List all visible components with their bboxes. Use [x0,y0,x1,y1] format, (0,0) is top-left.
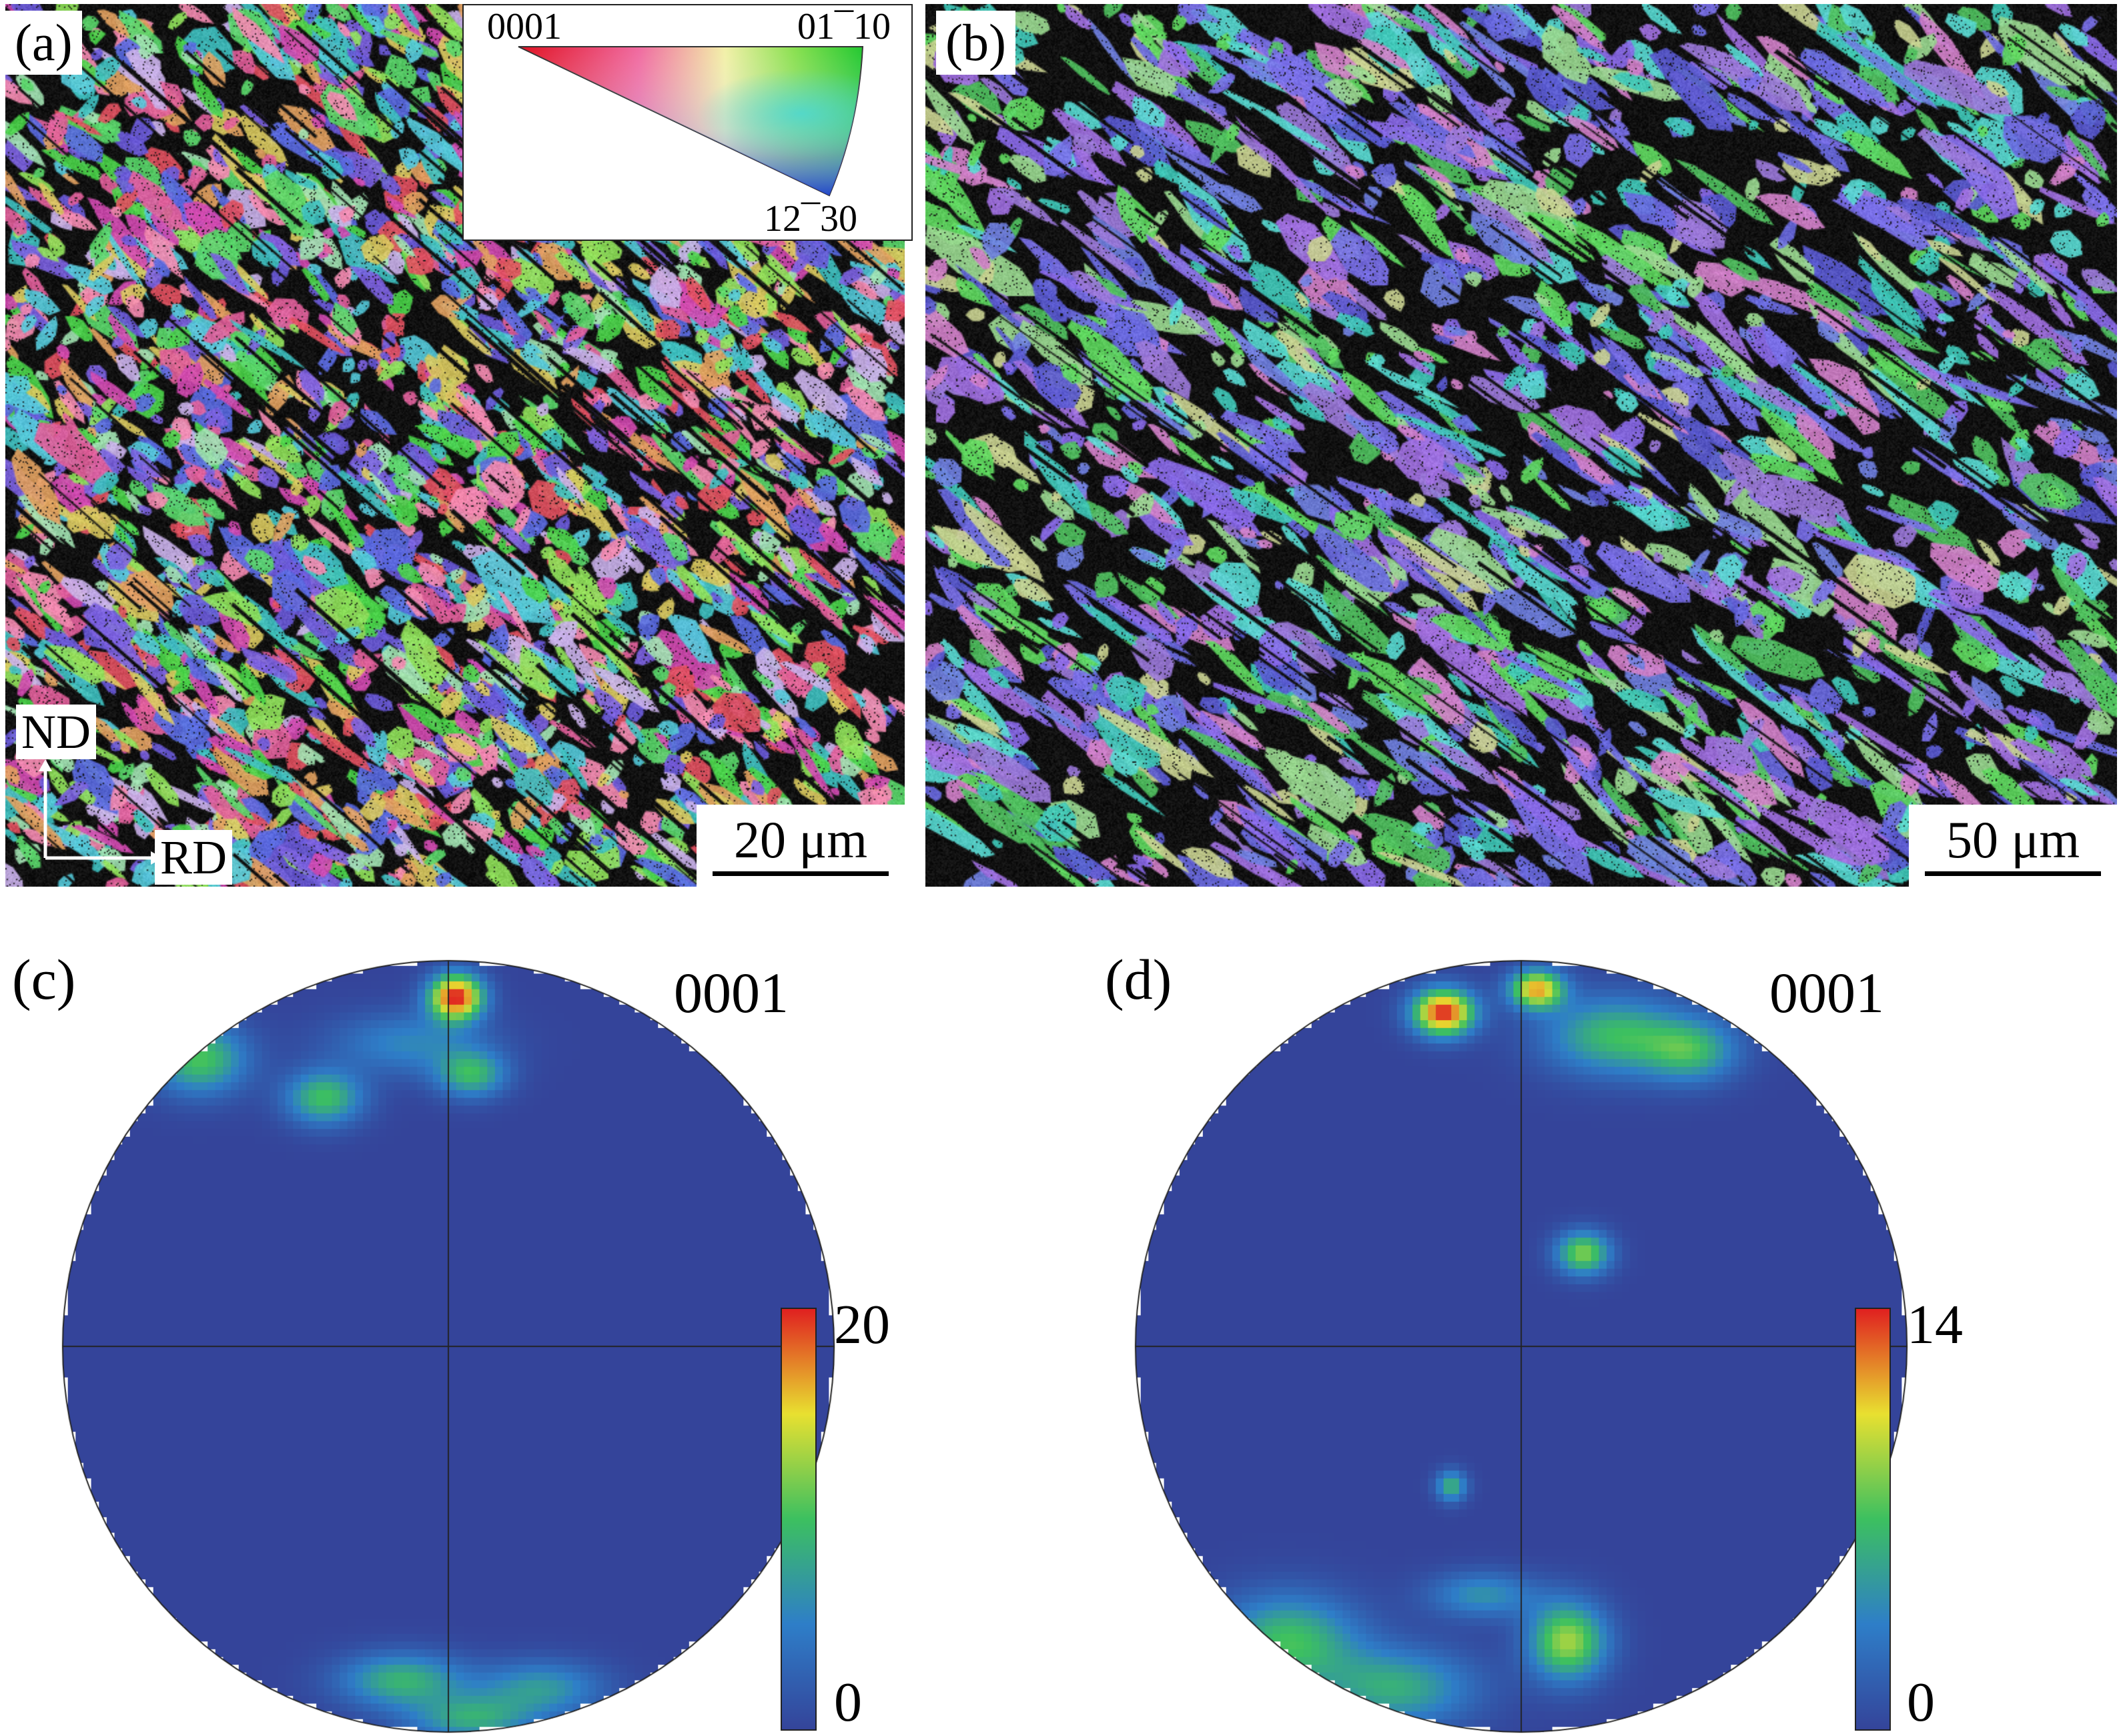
colorbar-d-min: 0 [1907,1671,1935,1733]
ipf-label-01-10: 01¯10 [797,6,891,47]
ebsd-image-b [925,4,2117,887]
pole-figure-c: (c) 0001 20 0 [0,934,1061,1736]
scalebar-a: 20 μm [697,805,905,887]
scalebar-b-line [1925,871,2101,876]
ebsd-map-a: (a) [5,4,913,887]
colorbar-c-min: 0 [834,1671,862,1733]
scalebar-a-line [713,871,889,876]
colorbar-d [1855,1308,1891,1731]
colorbar-c [781,1308,817,1731]
ipf-triangle [518,46,864,197]
ebsd-map-b: (b) 50 μm [925,4,2117,887]
colorbar-c-max: 20 [834,1294,890,1356]
ipf-label-12-30: 12¯30 [764,198,857,240]
colorbar-d-max: 14 [1907,1294,1963,1356]
scalebar-a-text: 20 μm [734,811,867,869]
scalebar-b: 50 μm [1909,805,2117,887]
ipf-label-0001: 0001 [487,6,562,47]
panel-label-a: (a) [5,11,82,75]
pole-figure-c-density [60,958,837,1735]
pole-figure-d: (d) 0001 14 0 [1061,934,2121,1736]
ipf-color-key: 0001 01¯10 12¯30 [462,4,913,241]
axes-arrows [39,759,163,865]
scalebar-b-text: 50 μm [1946,811,2080,869]
panel-label-b: (b) [936,11,1015,75]
axis-label-rd: RD [155,830,233,885]
pole-figure-d-density [1133,958,1910,1735]
axis-label-nd: ND [16,705,96,759]
